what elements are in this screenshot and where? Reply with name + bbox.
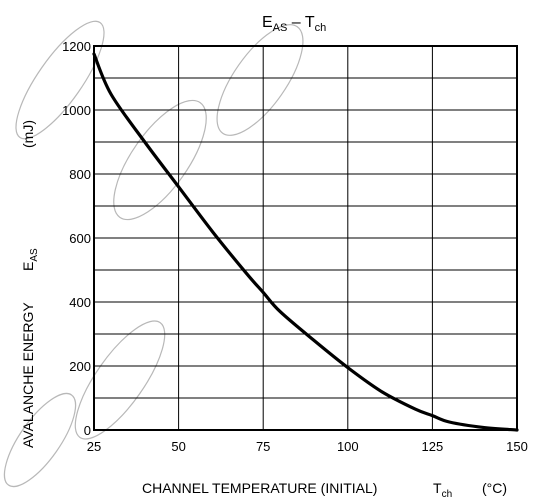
y-tick-label: 1200 [62,39,91,54]
series-group [92,52,519,432]
y-axis-label: AVALANCHE ENERGYEAS(mJ) [20,120,40,448]
grid [93,45,518,431]
x-axis-label: CHANNEL TEMPERATURE (INITIAL) Tch (°C) [142,480,507,500]
x-tick-label: 25 [87,439,101,454]
x-tick-label: 125 [422,439,444,454]
y-tick-labels: 0 200 400 600 800 1000 1200 [62,39,91,438]
y-tick-label: 1000 [62,103,91,118]
series-line [92,52,519,432]
y-tick-label: 200 [69,359,91,374]
plot-frame [93,45,518,431]
y-tick-label: 800 [69,167,91,182]
x-tick-label: 150 [506,439,528,454]
y-tick-label: 600 [69,231,91,246]
y-tick-label: 400 [69,295,91,310]
watermark [3,20,304,488]
x-tick-labels: 25 50 75 100 125 150 [87,439,528,454]
chart-title: EAS – Tch [262,14,326,34]
x-tick-label: 75 [256,439,270,454]
y-tick-label: 0 [84,423,91,438]
svg-text:AVALANCHE ENERGYEAS(mJ): AVALANCHE ENERGYEAS(mJ) [20,120,40,448]
x-tick-label: 100 [337,439,359,454]
x-tick-label: 50 [171,439,185,454]
